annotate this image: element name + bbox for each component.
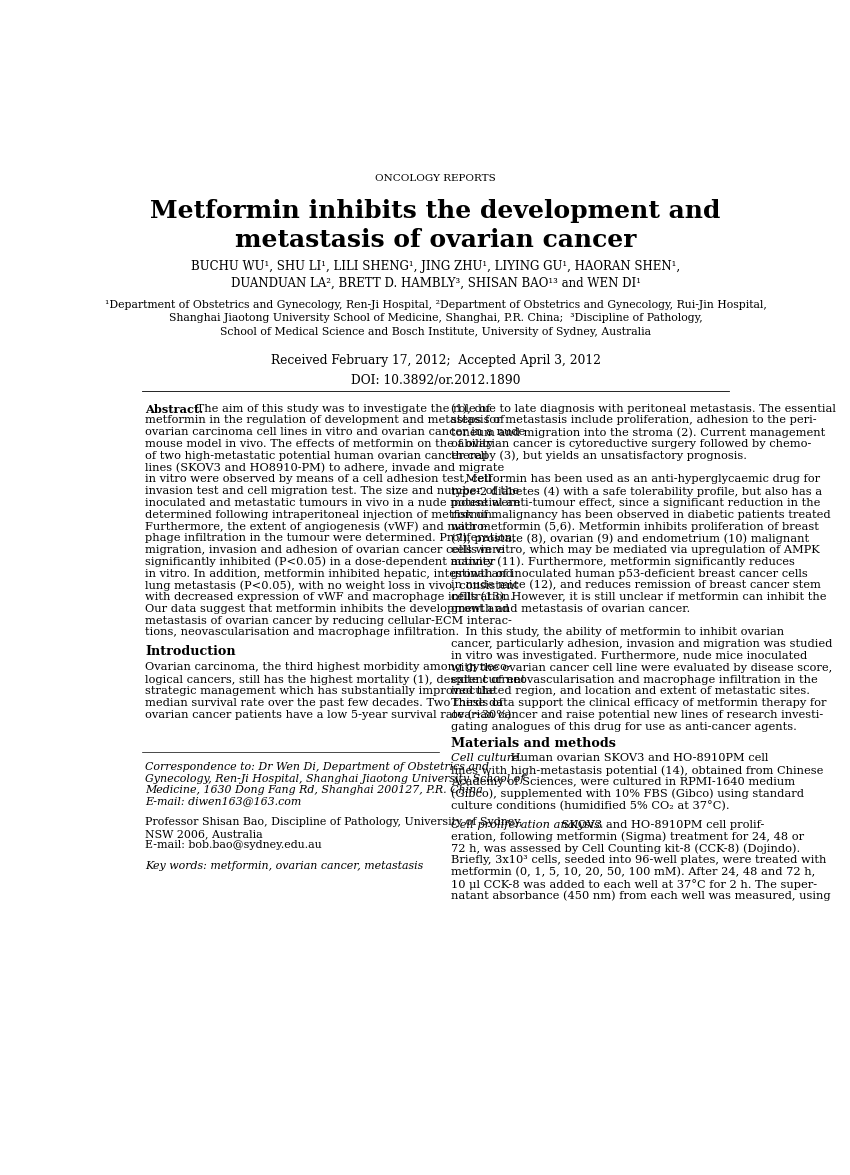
Text: eration, following metformin (Sigma) treatment for 24, 48 or: eration, following metformin (Sigma) tre…	[451, 832, 804, 842]
Text: mouse model in vivo. The effects of metformin on the ability: mouse model in vivo. The effects of metf…	[145, 439, 493, 449]
Text: Cell culture.: Cell culture.	[451, 753, 523, 764]
Text: activity (11). Furthermore, metformin significantly reduces: activity (11). Furthermore, metformin si…	[451, 557, 795, 568]
Text: Key words: metformin, ovarian cancer, metastasis: Key words: metformin, ovarian cancer, me…	[145, 861, 423, 871]
Text: logical cancers, still has the highest mortality (1), despite current: logical cancers, still has the highest m…	[145, 674, 525, 685]
Text: E-mail: bob.bao@sydney.edu.au: E-mail: bob.bao@sydney.edu.au	[145, 840, 322, 851]
Text: invasion test and cell migration test. The size and number of the: invasion test and cell migration test. T…	[145, 486, 519, 496]
Text: (1), due to late diagnosis with peritoneal metastasis. The essential: (1), due to late diagnosis with peritone…	[451, 403, 836, 414]
Text: SKOV3 and HO-8910PM cell prolif-: SKOV3 and HO-8910PM cell prolif-	[558, 820, 764, 830]
Text: phage infiltration in the tumour were determined. Proliferation,: phage infiltration in the tumour were de…	[145, 533, 516, 543]
Text: Furthermore, the extent of angiogenesis (vWF) and macro-: Furthermore, the extent of angiogenesis …	[145, 522, 488, 532]
Text: growth of inoculated human p53-deficient breast cancer cells: growth of inoculated human p53-deficient…	[451, 569, 808, 578]
Text: DOI: 10.3892/or.2012.1890: DOI: 10.3892/or.2012.1890	[351, 375, 520, 388]
Text: in vitro were observed by means of a cell adhesion test, cell: in vitro were observed by means of a cel…	[145, 475, 491, 484]
Text: in vitro. In addition, metformin inhibited hepatic, intestinal and: in vitro. In addition, metformin inhibit…	[145, 569, 513, 578]
Text: significantly inhibited (P<0.05) in a dose-dependent manner: significantly inhibited (P<0.05) in a do…	[145, 557, 496, 568]
Text: Introduction: Introduction	[145, 645, 235, 658]
Text: of ovarian cancer is cytoreductive surgery followed by chemo-: of ovarian cancer is cytoreductive surge…	[451, 439, 812, 449]
Text: BUCHU WU¹, SHU LI¹, LILI SHENG¹, JING ZHU¹, LIYING GU¹, HAORAN SHEN¹,: BUCHU WU¹, SHU LI¹, LILI SHENG¹, JING ZH…	[191, 261, 680, 274]
Text: DUANDUAN LA², BRETT D. HAMBLY³, SHISAN BAO¹³ and WEN DI¹: DUANDUAN LA², BRETT D. HAMBLY³, SHISAN B…	[230, 276, 641, 289]
Text: with metformin (5,6). Metformin inhibits proliferation of breast: with metformin (5,6). Metformin inhibits…	[451, 522, 819, 532]
Text: ovarian cancer and raise potential new lines of research investi-: ovarian cancer and raise potential new l…	[451, 710, 824, 720]
Text: metformin in the regulation of development and metastasis of: metformin in the regulation of developme…	[145, 415, 504, 425]
Text: ONCOLOGY REPORTS: ONCOLOGY REPORTS	[375, 174, 496, 183]
Text: lines (SKOV3 and HO8910-PM) to adhere, invade and migrate: lines (SKOV3 and HO8910-PM) to adhere, i…	[145, 463, 504, 474]
Text: risk of malignancy has been observed in diabetic patients treated: risk of malignancy has been observed in …	[451, 510, 830, 519]
Text: Shanghai Jiaotong University School of Medicine, Shanghai, P.R. China;  ³Discipl: Shanghai Jiaotong University School of M…	[169, 314, 702, 323]
Text: ovarian cancer patients have a low 5-year survival rate (~30%): ovarian cancer patients have a low 5-yea…	[145, 710, 512, 720]
Text: ¹Department of Obstetrics and Gynecology, Ren-Ji Hospital, ²Department of Obstet: ¹Department of Obstetrics and Gynecology…	[105, 300, 767, 310]
Text: School of Medical Science and Bosch Institute, University of Sydney, Australia: School of Medical Science and Bosch Inst…	[220, 328, 651, 337]
Text: Human ovarian SKOV3 and HO-8910PM cell: Human ovarian SKOV3 and HO-8910PM cell	[507, 753, 768, 764]
Text: with the ovarian cancer cell line were evaluated by disease score,: with the ovarian cancer cell line were e…	[451, 663, 832, 673]
Text: strategic management which has substantially improved the: strategic management which has substanti…	[145, 686, 496, 696]
Text: ovarian carcinoma cell lines in vitro and ovarian cancer in a nude: ovarian carcinoma cell lines in vitro an…	[145, 428, 525, 437]
Text: metformin (0, 1, 5, 10, 20, 50, 100 mM). After 24, 48 and 72 h,: metformin (0, 1, 5, 10, 20, 50, 100 mM).…	[451, 867, 815, 878]
Text: extent of neovascularisation and macrophage infiltration in the: extent of neovascularisation and macroph…	[451, 674, 818, 685]
Text: tions, neovascularisation and macrophage infiltration.: tions, neovascularisation and macrophage…	[145, 627, 459, 637]
Text: cells in vitro, which may be mediated via upregulation of AMPK: cells in vitro, which may be mediated vi…	[451, 545, 820, 555]
Text: Metformin inhibits the development and: Metformin inhibits the development and	[150, 199, 721, 223]
Text: Correspondence to: Dr Wen Di, Department of Obstetrics and: Correspondence to: Dr Wen Di, Department…	[145, 763, 489, 772]
Text: Professor Shisan Bao, Discipline of Pathology, University of Sydney,: Professor Shisan Bao, Discipline of Path…	[145, 818, 523, 827]
Text: Our data suggest that metformin inhibits the development and: Our data suggest that metformin inhibits…	[145, 604, 509, 613]
Text: Academy of Sciences, were cultured in RPMI-1640 medium: Academy of Sciences, were cultured in RP…	[451, 777, 796, 787]
Text: inoculated and metastatic tumours in vivo in a nude mouse were: inoculated and metastatic tumours in viv…	[145, 498, 520, 508]
Text: therapy (3), but yields an unsatisfactory prognosis.: therapy (3), but yields an unsatisfactor…	[451, 451, 747, 462]
Text: steps for metastasis include proliferation, adhesion to the peri-: steps for metastasis include proliferati…	[451, 415, 817, 425]
Text: These data support the clinical efficacy of metformin therapy for: These data support the clinical efficacy…	[451, 698, 826, 709]
Text: type-2 diabetes (4) with a safe tolerability profile, but also has a: type-2 diabetes (4) with a safe tolerabi…	[451, 486, 822, 497]
Text: 72 h, was assessed by Cell Counting kit-8 (CCK-8) (Dojindo).: 72 h, was assessed by Cell Counting kit-…	[451, 844, 801, 854]
Text: growth and metastasis of ovarian cancer.: growth and metastasis of ovarian cancer.	[451, 604, 690, 613]
Text: toneum and migration into the stroma (2). Current management: toneum and migration into the stroma (2)…	[451, 428, 825, 438]
Text: E-mail: diwen163@163.com: E-mail: diwen163@163.com	[145, 797, 301, 807]
Text: The aim of this study was to investigate the role of: The aim of this study was to investigate…	[193, 403, 490, 414]
Text: Briefly, 3x10³ cells, seeded into 96-well plates, were treated with: Briefly, 3x10³ cells, seeded into 96-wel…	[451, 855, 826, 866]
Text: determined following intraperitoneal injection of metformin.: determined following intraperitoneal inj…	[145, 510, 496, 519]
Text: gating analogues of this drug for use as anti-cancer agents.: gating analogues of this drug for use as…	[451, 721, 797, 732]
Text: Materials and methods: Materials and methods	[451, 737, 616, 750]
Text: (7), prostate (8), ovarian (9) and endometrium (10) malignant: (7), prostate (8), ovarian (9) and endom…	[451, 533, 809, 544]
Text: Gynecology, Ren-Ji Hospital, Shanghai Jiaotong University School of: Gynecology, Ren-Ji Hospital, Shanghai Ji…	[145, 774, 524, 784]
Text: (Gibco), supplemented with 10% FBS (Gibco) using standard: (Gibco), supplemented with 10% FBS (Gibc…	[451, 788, 804, 799]
Text: culture conditions (humidified 5% CO₂ at 37°C).: culture conditions (humidified 5% CO₂ at…	[451, 800, 730, 811]
Text: of two high-metastatic potential human ovarian cancer cell: of two high-metastatic potential human o…	[145, 451, 488, 461]
Text: Ovarian carcinoma, the third highest morbidity among gyneco-: Ovarian carcinoma, the third highest mor…	[145, 663, 511, 672]
Text: natant absorbance (450 nm) from each well was measured, using: natant absorbance (450 nm) from each wel…	[451, 891, 830, 901]
Text: in nude mice (12), and reduces remission of breast cancer stem: in nude mice (12), and reduces remission…	[451, 580, 821, 591]
Text: with decreased expression of vWF and macrophage infiltration.: with decreased expression of vWF and mac…	[145, 592, 513, 602]
Text: inoculated region, and location and extent of metastatic sites.: inoculated region, and location and exte…	[451, 686, 810, 697]
Text: in vitro was investigated. Furthermore, nude mice inoculated: in vitro was investigated. Furthermore, …	[451, 651, 808, 662]
Text: metastasis of ovarian cancer: metastasis of ovarian cancer	[235, 228, 637, 251]
Text: Metformin has been used as an anti-hyperglycaemic drug for: Metformin has been used as an anti-hyper…	[451, 475, 820, 484]
Text: cancer, particularly adhesion, invasion and migration was studied: cancer, particularly adhesion, invasion …	[451, 639, 832, 650]
Text: Abstract.: Abstract.	[145, 403, 203, 415]
Text: In this study, the ability of metformin to inhibit ovarian: In this study, the ability of metformin …	[451, 627, 785, 637]
Text: Medicine, 1630 Dong Fang Rd, Shanghai 200127, P.R. China: Medicine, 1630 Dong Fang Rd, Shanghai 20…	[145, 785, 483, 795]
Text: Received February 17, 2012;  Accepted April 3, 2012: Received February 17, 2012; Accepted Apr…	[270, 355, 601, 368]
Text: lung metastasis (P<0.05), with no weight loss in vivo, consistent: lung metastasis (P<0.05), with no weight…	[145, 580, 518, 591]
Text: cells (13). However, it is still unclear if metformin can inhibit the: cells (13). However, it is still unclear…	[451, 592, 826, 603]
Text: NSW 2006, Australia: NSW 2006, Australia	[145, 828, 263, 839]
Text: lines with high-metastasis potential (14), obtained from Chinese: lines with high-metastasis potential (14…	[451, 765, 824, 776]
Text: Cell proliferation analysis.: Cell proliferation analysis.	[451, 820, 604, 830]
Text: median survival rate over the past few decades. Two thirds of: median survival rate over the past few d…	[145, 698, 503, 707]
Text: migration, invasion and adhesion of ovarian cancer cells were: migration, invasion and adhesion of ovar…	[145, 545, 504, 555]
Text: 10 μl CCK-8 was added to each well at 37°C for 2 h. The super-: 10 μl CCK-8 was added to each well at 37…	[451, 879, 817, 889]
Text: potential anti-tumour effect, since a significant reduction in the: potential anti-tumour effect, since a si…	[451, 498, 820, 508]
Text: metastasis of ovarian cancer by reducing cellular-ECM interac-: metastasis of ovarian cancer by reducing…	[145, 616, 512, 625]
